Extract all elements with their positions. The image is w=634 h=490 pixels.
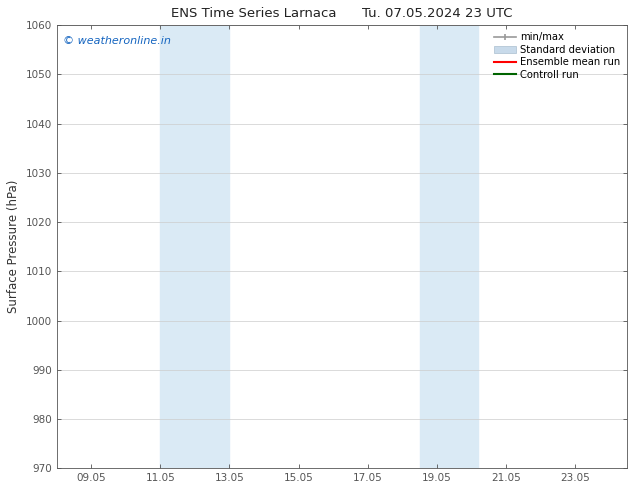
Title: ENS Time Series Larnaca      Tu. 07.05.2024 23 UTC: ENS Time Series Larnaca Tu. 07.05.2024 2… — [171, 7, 512, 20]
Legend: min/max, Standard deviation, Ensemble mean run, Controll run: min/max, Standard deviation, Ensemble me… — [492, 30, 622, 82]
Text: © weatheronline.in: © weatheronline.in — [63, 36, 171, 47]
Bar — [160, 25, 230, 468]
Y-axis label: Surface Pressure (hPa): Surface Pressure (hPa) — [7, 180, 20, 314]
Bar — [420, 25, 479, 468]
